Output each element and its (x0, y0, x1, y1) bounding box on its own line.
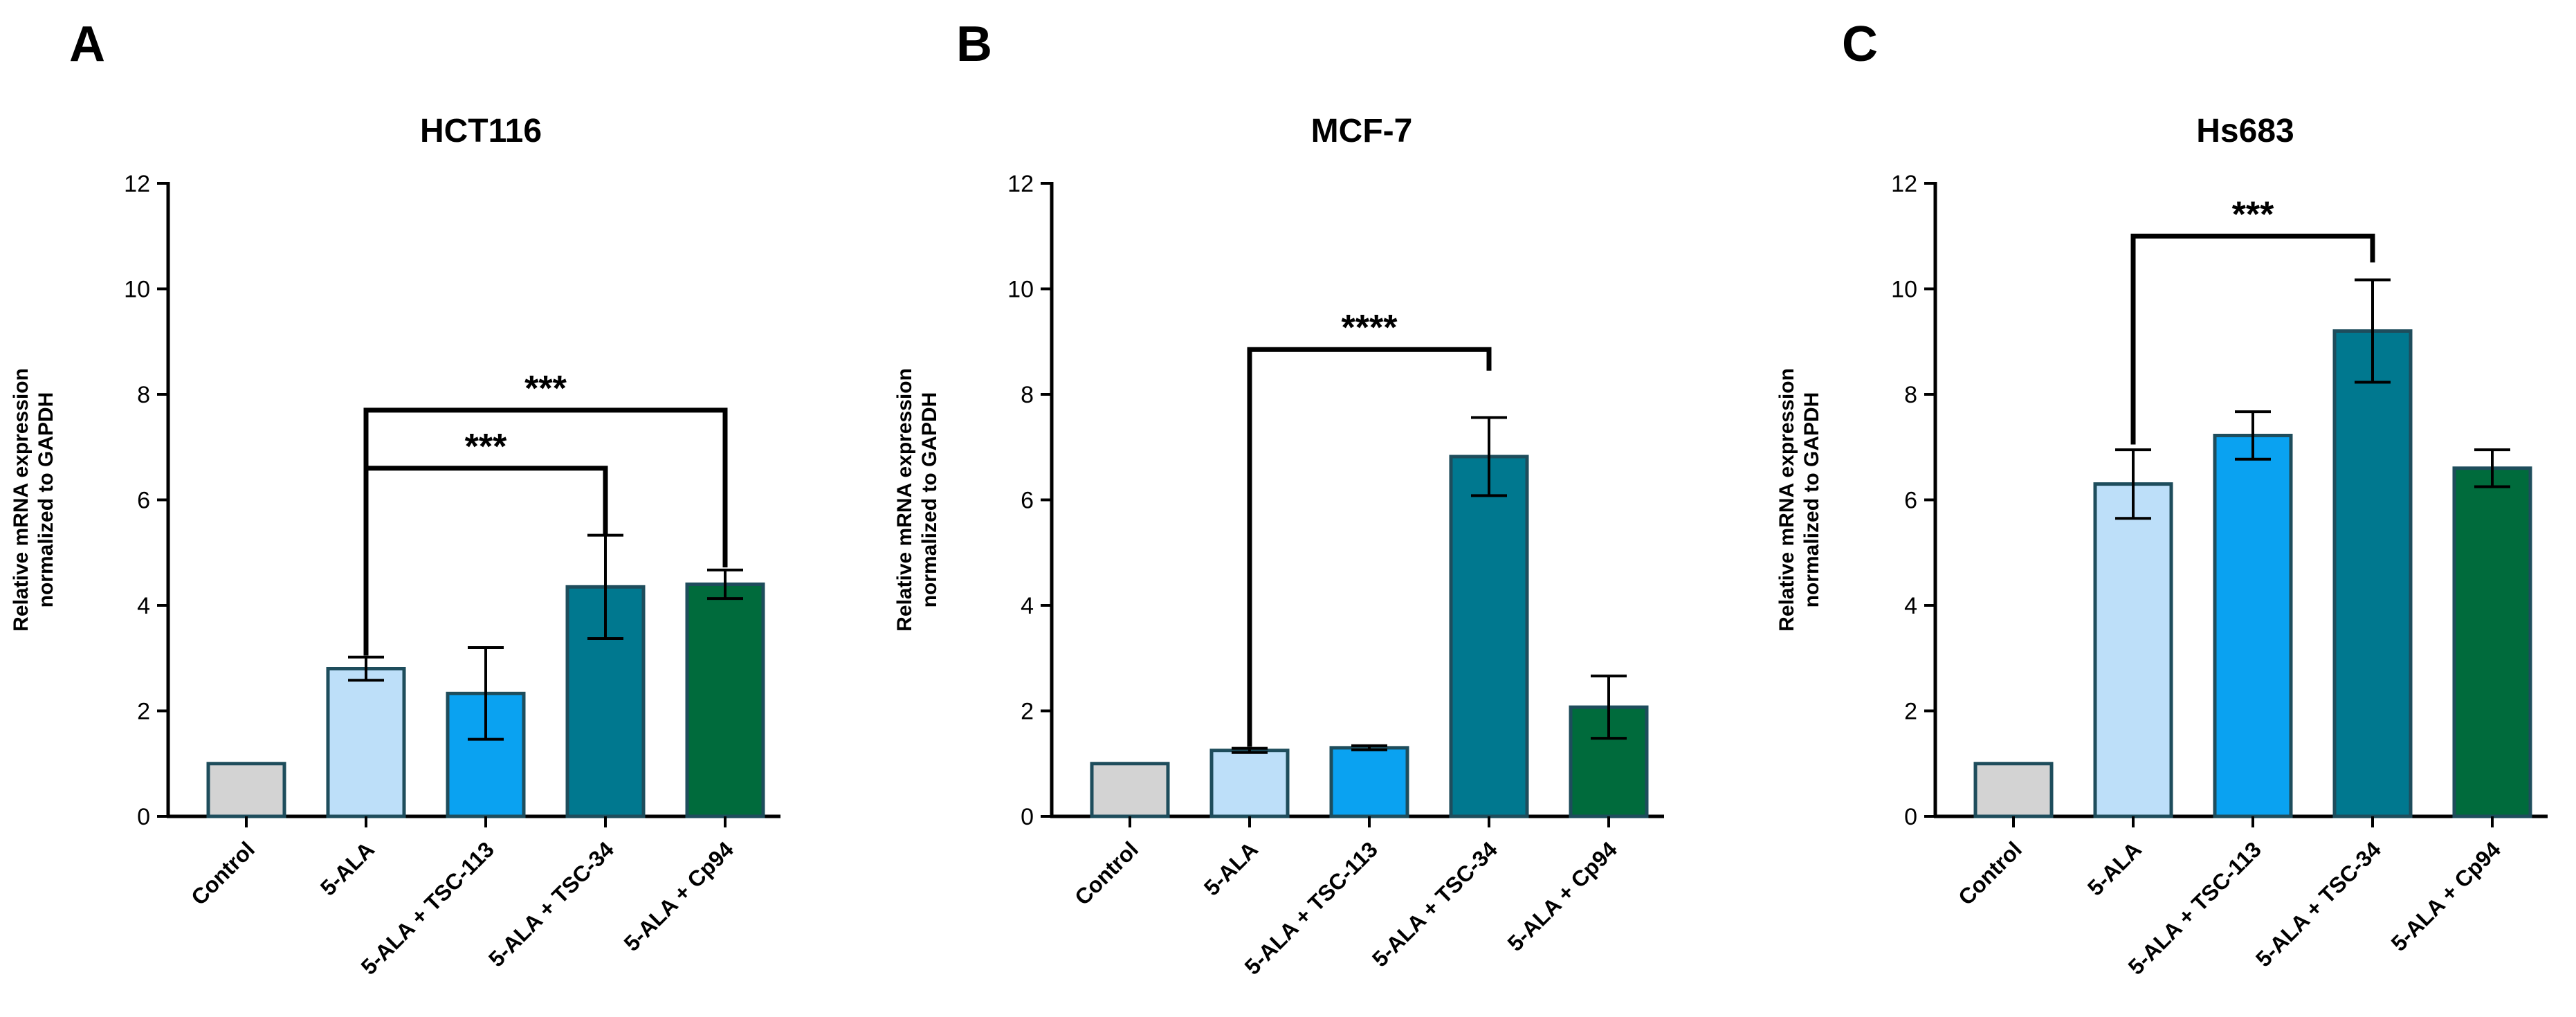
y-tick-label: 0 (1021, 804, 1034, 830)
bar (685, 583, 765, 818)
panel-letter: C (1842, 17, 1878, 72)
y-tick-label: 4 (1021, 593, 1034, 619)
chart-title: HCT116 (420, 113, 542, 149)
significance-label: **** (1342, 308, 1398, 348)
bar (2452, 466, 2532, 818)
y-tick-label: 4 (137, 593, 150, 619)
y-tick-label: 10 (1007, 277, 1034, 303)
y-tick-label: 8 (1904, 382, 1917, 408)
bar (1973, 762, 2054, 818)
y-tick-label: 12 (1007, 171, 1034, 197)
y-tick-label: 8 (137, 382, 150, 408)
y-tick-label: 4 (1904, 593, 1917, 619)
y-axis-label: Relative mRNA expression normalized to GA… (10, 368, 57, 632)
y-tick-label: 12 (1891, 171, 1917, 197)
y-tick-label: 6 (1021, 488, 1034, 514)
bar (1449, 455, 1529, 818)
panel-a: A HCT116 Relative mRNA expression normalize… (10, 17, 780, 980)
panel-letter: B (956, 17, 992, 72)
y-axis-label-line: normalized to GAPDH (1800, 392, 1823, 608)
y-tick-label: 6 (137, 488, 150, 514)
significance-bracket (363, 466, 608, 656)
y-tick-label: 0 (137, 804, 150, 830)
y-tick-label: 8 (1021, 382, 1034, 408)
y-axis-label-line: Relative mRNA expression (893, 368, 916, 632)
y-tick-label: 10 (124, 277, 150, 303)
y-axis-label-line: normalized to GAPDH (35, 392, 57, 608)
y-tick-label: 0 (1904, 804, 1917, 830)
bar (326, 667, 406, 818)
y-axis-label-line: normalized to GAPDH (918, 392, 941, 608)
panel-letter: A (69, 17, 105, 72)
bar (2332, 329, 2413, 818)
bar (1329, 746, 1409, 818)
bar (1209, 749, 1290, 818)
y-tick-label: 2 (1021, 699, 1034, 725)
significance-bracket (1247, 347, 1492, 747)
significance-label: *** (524, 369, 567, 409)
y-tick-label: 2 (1904, 699, 1917, 725)
bar (2093, 482, 2173, 818)
chart-title: MCF-7 (1311, 113, 1413, 149)
y-tick-label: 6 (1904, 488, 1917, 514)
y-tick-label: 12 (124, 171, 150, 197)
y-axis-label-line: Relative mRNA expression (1775, 368, 1798, 632)
y-axis-label: Relative mRNA expression normalized to GA… (893, 368, 941, 632)
y-tick-label: 10 (1891, 277, 1917, 303)
chart-title: Hs683 (2196, 113, 2294, 149)
significance-label: *** (465, 427, 507, 467)
bar (1090, 762, 1170, 818)
significance-label: *** (2232, 194, 2274, 235)
bar (206, 762, 286, 818)
y-axis-label-line: Relative mRNA expression (10, 368, 33, 632)
bar (2213, 433, 2293, 818)
significance-bracket (2130, 233, 2375, 445)
y-axis-label: Relative mRNA expression normalized to GA… (1775, 368, 1823, 632)
y-tick-label: 2 (137, 699, 150, 725)
